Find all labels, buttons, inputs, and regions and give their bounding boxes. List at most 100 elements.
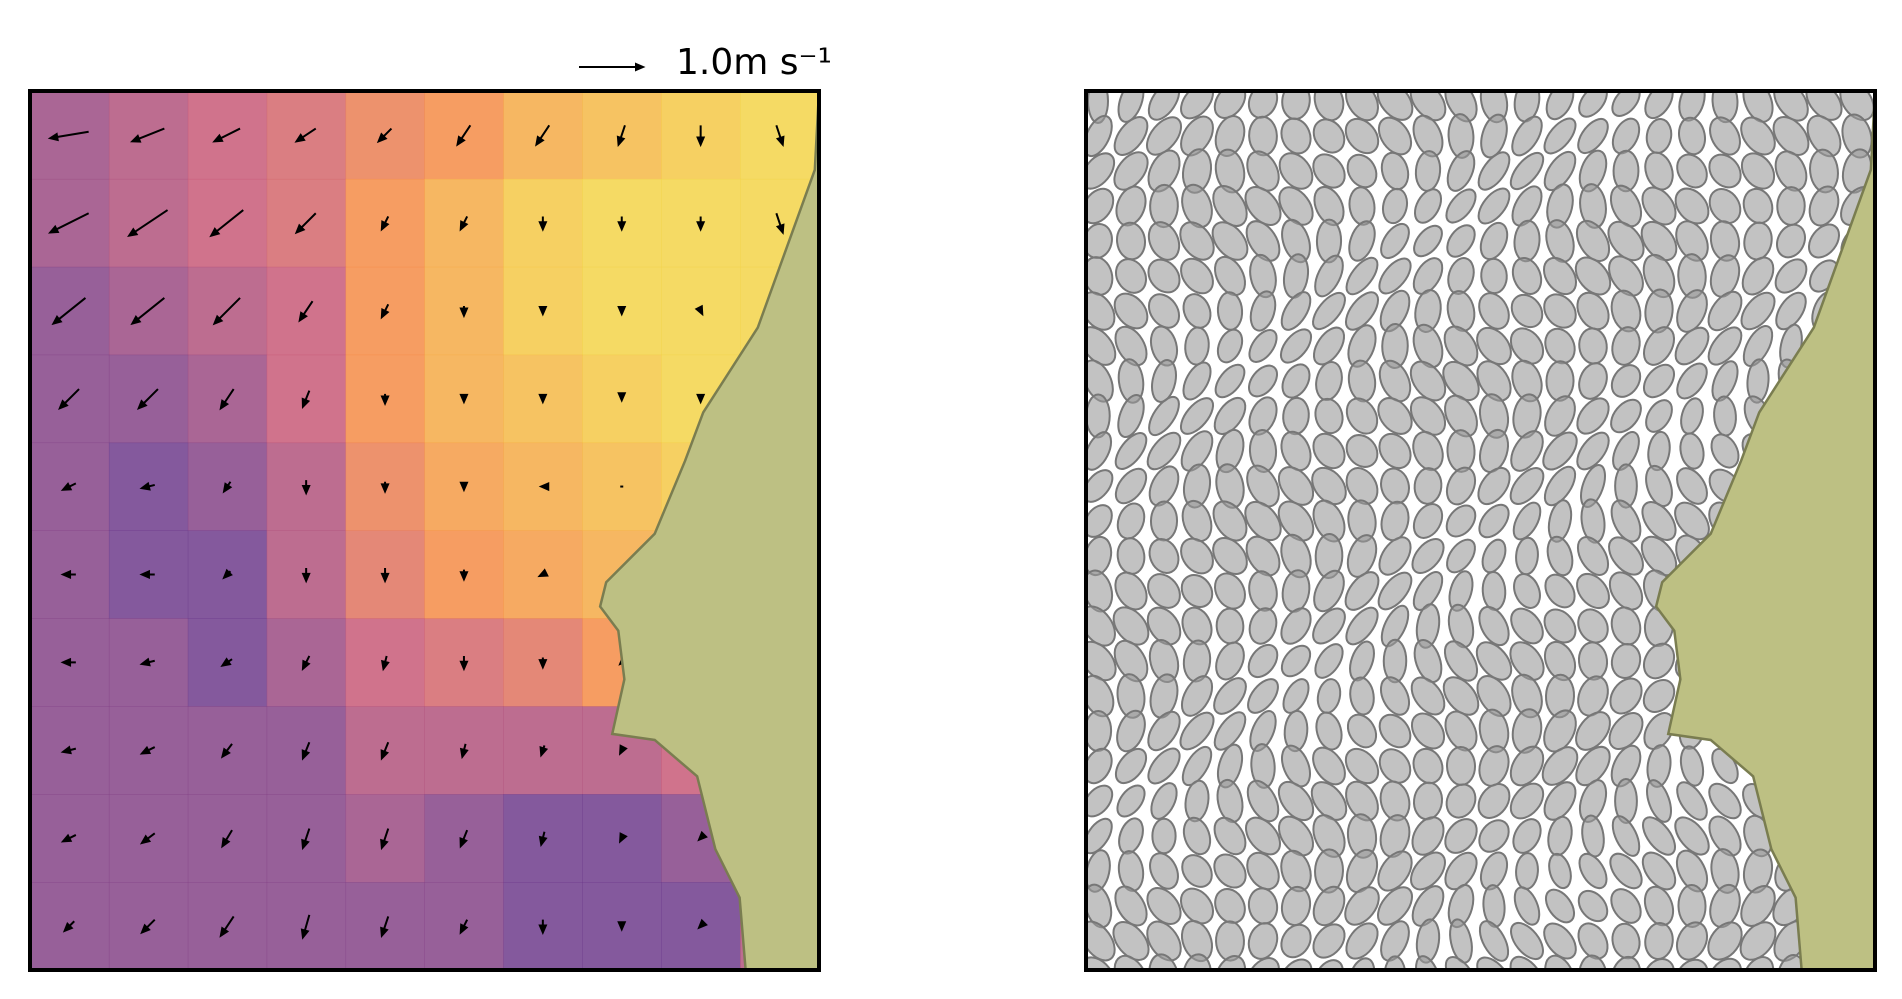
- vector-arrow: [219, 388, 235, 411]
- ellipse: [1212, 537, 1248, 575]
- ellipse: [1246, 851, 1280, 891]
- ellipse: [1477, 466, 1511, 506]
- vector-arrow: [459, 216, 469, 232]
- ellipse: [1445, 188, 1477, 224]
- ellipse: [1277, 466, 1315, 506]
- ellipse: [1086, 256, 1114, 296]
- ellipse: [1475, 641, 1513, 681]
- ellipse: [1112, 921, 1150, 961]
- ellipse: [1477, 783, 1511, 819]
- ellipse: [1608, 536, 1644, 576]
- ellipse: [1378, 748, 1412, 784]
- ellipse: [1115, 221, 1147, 261]
- quiver-key-label: 1.0m s⁻¹: [676, 42, 832, 83]
- ellipse: [1180, 574, 1214, 608]
- ellipse: [1213, 816, 1247, 856]
- ellipse: [1707, 921, 1743, 961]
- ellipse: [1314, 848, 1344, 894]
- ellipse: [1150, 782, 1178, 820]
- ellipse: [1116, 537, 1146, 575]
- panel-frame: [28, 89, 821, 972]
- ellipse: [1279, 958, 1313, 970]
- ellipse: [1312, 153, 1346, 189]
- ellipse: [1511, 185, 1543, 227]
- ellipse: [1345, 922, 1379, 960]
- ellipse: [1146, 887, 1182, 925]
- ellipse: [1281, 363, 1311, 399]
- ellipse: [1612, 149, 1640, 193]
- ellipse: [1381, 187, 1409, 225]
- ellipse: [1247, 678, 1279, 714]
- ellipse: [1179, 221, 1215, 261]
- vector-arrow: [538, 831, 548, 848]
- ellipse: [1511, 115, 1543, 157]
- ellipse: [1247, 364, 1279, 398]
- ellipse: [1708, 782, 1742, 820]
- ellipse: [1378, 359, 1412, 403]
- ellipse: [1311, 466, 1347, 506]
- vector-arrow: [616, 125, 626, 147]
- ellipse: [1312, 291, 1346, 331]
- ellipse: [1543, 922, 1577, 960]
- ellipse: [1314, 397, 1344, 435]
- ellipse: [1280, 607, 1312, 645]
- ellipse: [1545, 91, 1575, 121]
- ellipse: [1312, 923, 1346, 959]
- ellipse: [1443, 640, 1479, 682]
- vector-arrow: [617, 392, 627, 403]
- ellipse: [1581, 814, 1605, 858]
- vector-arrow: [380, 916, 390, 939]
- ellipse: [1382, 638, 1408, 684]
- ellipse: [1147, 258, 1181, 294]
- ellipse: [1345, 256, 1379, 296]
- ellipse: [1443, 325, 1479, 367]
- ellipse: [1312, 432, 1346, 470]
- ellipse: [1213, 955, 1247, 970]
- ellipse: [1345, 467, 1379, 505]
- ellipse: [1740, 152, 1776, 190]
- ellipse: [1677, 884, 1707, 928]
- ellipse: [1480, 113, 1508, 159]
- ellipse: [1184, 326, 1210, 366]
- ellipse: [1477, 151, 1511, 191]
- ellipse: [1349, 676, 1375, 716]
- ellipse: [1445, 783, 1477, 819]
- ellipse: [1511, 257, 1543, 295]
- ellipse: [1543, 608, 1577, 644]
- ellipse: [1642, 642, 1676, 680]
- ellipse: [1710, 433, 1740, 469]
- ellipse: [1445, 466, 1477, 506]
- ellipse: [1147, 710, 1181, 752]
- ellipse: [1380, 467, 1410, 505]
- vector-arrow: [459, 919, 469, 935]
- ellipse: [1280, 923, 1312, 959]
- ellipse: [1113, 639, 1149, 683]
- ellipse: [1776, 223, 1806, 259]
- ellipse: [1445, 504, 1477, 538]
- vector-arrow: [619, 832, 628, 844]
- vector-arrow: [696, 216, 706, 232]
- ellipse: [1575, 219, 1611, 263]
- ellipse: [1215, 607, 1245, 645]
- ellipse: [1147, 91, 1181, 121]
- ellipse: [1244, 186, 1282, 226]
- ellipse: [1610, 606, 1642, 646]
- ellipse: [1114, 571, 1148, 611]
- ellipse: [1086, 152, 1116, 190]
- ellipse: [1478, 428, 1510, 474]
- ellipse: [1149, 500, 1179, 542]
- vector-arrow: [301, 568, 311, 584]
- ellipse: [1548, 852, 1572, 890]
- ellipse: [1344, 886, 1380, 926]
- ellipse: [1708, 188, 1742, 224]
- ellipse: [1676, 467, 1708, 505]
- ellipse: [1646, 779, 1672, 823]
- ellipse: [1481, 570, 1507, 612]
- ellipse: [1709, 254, 1741, 298]
- ellipse: [1644, 91, 1674, 120]
- ellipse: [1611, 326, 1641, 366]
- ellipse: [1146, 920, 1182, 962]
- ellipse: [1478, 292, 1510, 330]
- vector-arrow: [301, 655, 311, 672]
- vector-arrow: [60, 833, 77, 843]
